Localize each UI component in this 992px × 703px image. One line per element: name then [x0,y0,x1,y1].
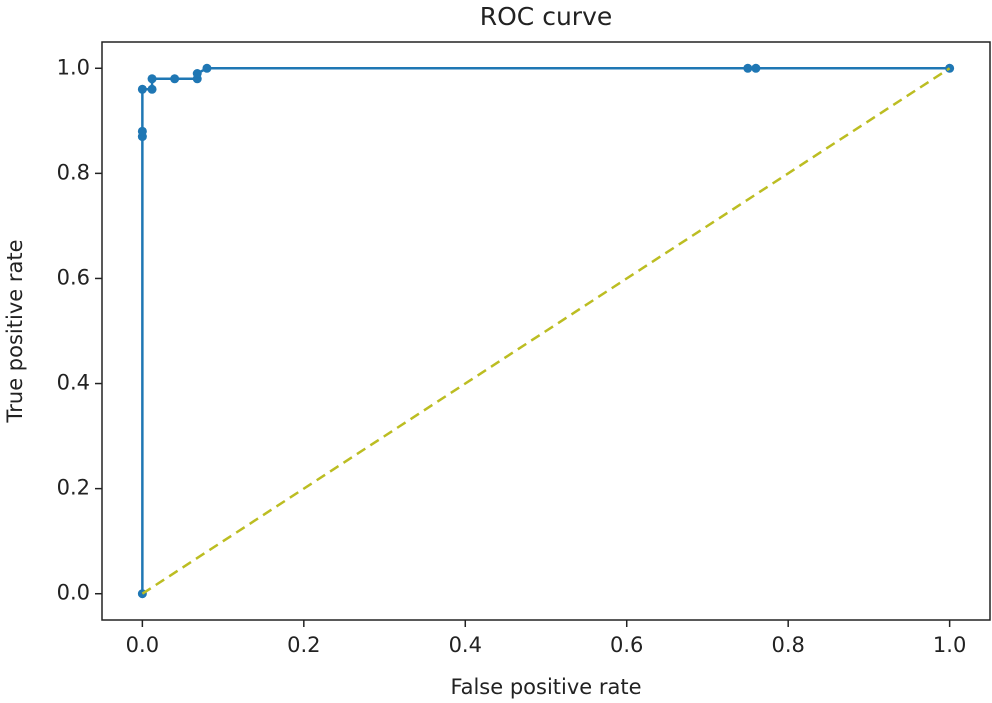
data-point [202,63,212,73]
series-line [141,67,951,595]
x-tick-label: 0.2 [287,633,320,657]
plot-frame [101,41,991,621]
x-tick-label: 0.0 [126,633,159,657]
y-axis-label: True positive rate [3,240,27,424]
y-tick-label: 1.0 [57,55,90,79]
y-tick-label: 0.2 [57,476,90,500]
chart-title: ROC curve [480,2,613,31]
data-point [137,84,147,94]
x-tick-label: 0.4 [449,633,482,657]
data-point [743,63,753,73]
data-point [751,63,761,73]
x-axis-label: False positive rate [450,675,641,699]
data-point [147,84,157,94]
y-tick-label: 0.0 [57,581,90,605]
y-tick-label: 0.4 [57,371,90,395]
x-tick-label: 1.0 [933,633,966,657]
y-tick-label: 0.6 [57,265,90,289]
data-point [192,69,202,79]
data-point [170,74,180,84]
data-point [147,74,157,84]
data-point [137,126,147,136]
x-tick-label: 0.6 [610,633,643,657]
x-tick-label: 0.8 [771,633,804,657]
y-tick-label: 0.8 [57,160,90,184]
